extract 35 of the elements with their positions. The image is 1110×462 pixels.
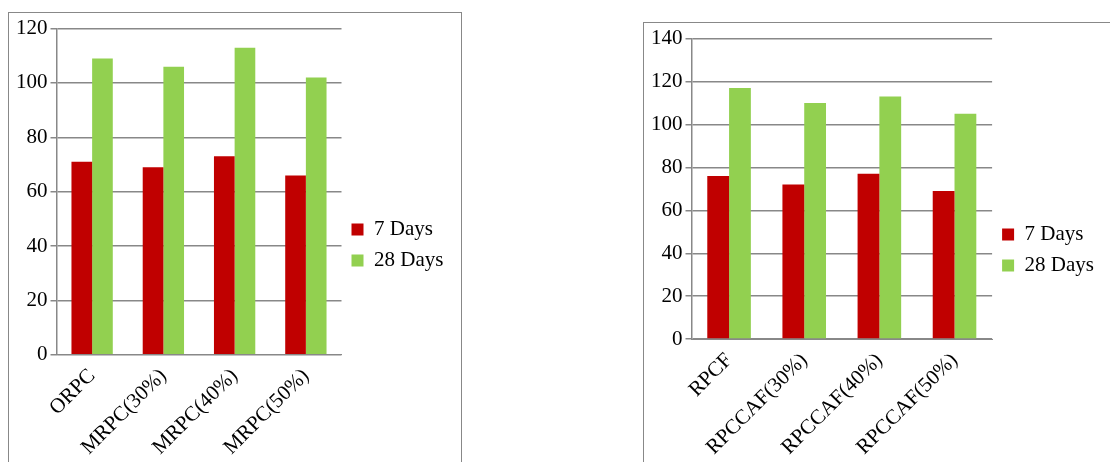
- bar: [142, 167, 164, 355]
- bar: [163, 66, 185, 355]
- bar: [213, 156, 235, 355]
- y-tick-label: 100: [16, 69, 48, 94]
- y-tick-label: 100: [651, 110, 683, 135]
- legend-label: 7 Days: [1024, 221, 1084, 246]
- y-tick-label: 120: [16, 15, 48, 40]
- y-tick-label: 140: [651, 25, 683, 50]
- bar: [285, 175, 306, 355]
- bar: [71, 161, 93, 355]
- y-tick-label: 20: [661, 282, 683, 307]
- y-tick-label: 40: [26, 232, 48, 257]
- legend-label: 28 Days: [374, 247, 444, 272]
- bar: [92, 58, 113, 355]
- bar: [707, 175, 730, 339]
- y-tick-label: 80: [26, 123, 48, 148]
- bar: [305, 77, 327, 355]
- bar: [857, 173, 880, 339]
- y-tick-label: 60: [661, 196, 683, 221]
- y-tick-label: 80: [661, 153, 683, 178]
- bar: [782, 184, 805, 339]
- legend-label: 7 Days: [374, 216, 433, 241]
- bar: [954, 113, 977, 339]
- y-tick-label: 60: [26, 178, 48, 203]
- bar: [932, 191, 955, 339]
- bar: [804, 103, 827, 339]
- legend-label: 28 Days: [1024, 252, 1095, 277]
- y-tick-label: 0: [672, 325, 683, 350]
- y-tick-label: 120: [651, 68, 683, 93]
- bar: [729, 87, 751, 339]
- bar: [879, 96, 902, 339]
- bar: [234, 47, 256, 355]
- y-tick-label: 40: [661, 239, 683, 264]
- y-tick-label: 20: [26, 286, 48, 311]
- y-tick-label: 0: [37, 341, 48, 366]
